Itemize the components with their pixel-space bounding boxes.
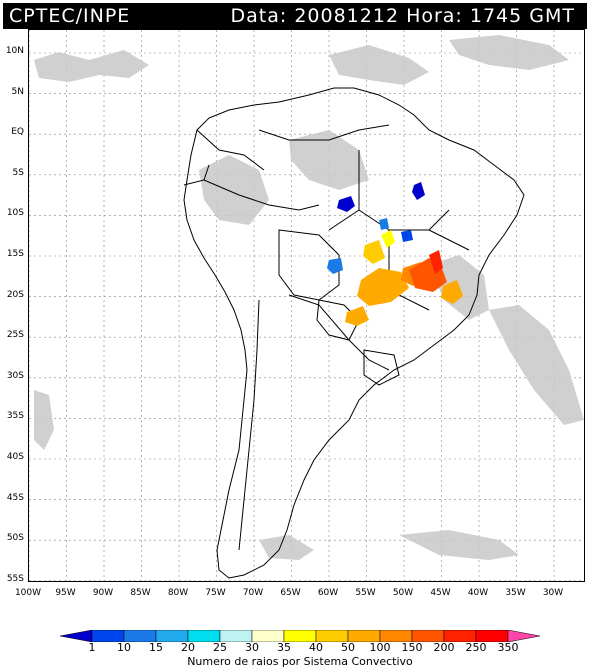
border-colombia	[196, 129, 265, 171]
colorbar-label: 25	[213, 641, 227, 654]
lon-label-30w: 30W	[542, 588, 564, 598]
convective-systems	[327, 182, 463, 326]
lon-label-100w: 100W	[14, 588, 42, 598]
convective-cell-11	[429, 250, 443, 274]
border-uruguay	[363, 349, 400, 386]
cloud-amazon-central	[289, 130, 369, 190]
convective-cell-5	[327, 258, 343, 274]
lat-label-55s: 55S	[6, 573, 24, 584]
colorbar-arrow-right	[507, 629, 541, 643]
cloud-far-south	[259, 535, 314, 560]
lon-label-95w: 95W	[55, 588, 76, 598]
convective-cell-6	[363, 240, 385, 264]
lon-label-80w: 80W	[167, 588, 189, 598]
map-frame	[28, 29, 585, 582]
border-peru-brazil	[203, 179, 320, 211]
colorbar-label: 100	[369, 641, 391, 654]
lat-label-5s: 5S	[12, 167, 24, 178]
colorbar-label: 50	[341, 641, 355, 654]
lat-label-15s: 15S	[6, 249, 24, 259]
lat-label-45s: 45S	[6, 492, 24, 503]
border-brazil-venezuela	[258, 124, 390, 141]
lon-label-75w: 75W	[205, 588, 226, 598]
lat-lon-grid	[29, 30, 584, 581]
border-bolivia	[278, 229, 340, 301]
cloud-north-east	[329, 45, 429, 85]
convective-cell-4	[401, 230, 413, 242]
convective-cell-3	[379, 218, 389, 230]
colorbar-label: 150	[401, 641, 423, 654]
colorbar-title: Numero de raios por Sistema Convectivo	[187, 655, 413, 668]
convective-cell-12	[441, 280, 463, 304]
lon-label-70w: 70W	[242, 588, 264, 598]
colorbar-label: 30	[245, 641, 259, 654]
colorbar-label: 350	[497, 641, 519, 654]
lat-label-10s: 10S	[6, 208, 24, 219]
lon-label-35w: 35W	[505, 588, 526, 598]
lat-label-35s: 35S	[6, 411, 24, 422]
lon-label-90w: 90W	[92, 588, 114, 598]
convective-cell-2	[412, 182, 425, 200]
colorbar-label: 35	[277, 641, 291, 654]
lon-label-45w: 45W	[430, 588, 451, 598]
colorbar-label: 200	[433, 641, 455, 654]
colorbar-label: 40	[309, 641, 323, 654]
lon-label-40w: 40W	[467, 588, 489, 598]
cloud-areas	[34, 35, 584, 560]
colorbar-svg	[59, 629, 541, 643]
border-ecuador	[183, 164, 210, 186]
lightning-colorbar	[59, 627, 541, 643]
cloud-atlantic-south	[489, 305, 584, 425]
cloud-south-atlantic	[399, 530, 519, 560]
cloud-amazon-west	[199, 155, 269, 225]
lon-label-50w: 50W	[392, 588, 414, 598]
convective-cell-13	[345, 306, 369, 326]
coastline-and-borders	[183, 87, 525, 579]
lat-label-30s: 30S	[6, 370, 24, 381]
source-label: CPTEC/INPE	[9, 5, 131, 27]
convective-cell-7	[381, 230, 395, 248]
lat-label-20s: 20S	[6, 289, 24, 300]
cloud-south-pacific	[34, 390, 54, 450]
colorbar-label: 20	[181, 641, 195, 654]
lat-label-10n: 10N	[5, 46, 24, 56]
colorbar-label: 10	[117, 641, 131, 654]
map-header-bar: CPTEC/INPE Data: 20081212 Hora: 1745 GMT	[3, 3, 587, 29]
lat-label-40s: 40S	[6, 452, 24, 462]
cloud-north	[34, 50, 149, 82]
lat-label-25s: 25S	[6, 330, 24, 341]
lon-label-65w: 65W	[280, 588, 301, 598]
convective-cell-1	[337, 196, 355, 212]
lon-label-55w: 55W	[355, 588, 376, 598]
convective-cell-8	[357, 268, 409, 306]
colorbar-arrow-left	[59, 629, 93, 643]
border-argentina-north	[288, 294, 390, 371]
lat-label-eq: EQ	[11, 127, 24, 138]
lon-label-85w: 85W	[130, 588, 151, 598]
date-time-label: Data: 20081212 Hora: 1745 GMT	[230, 5, 575, 27]
border-argentina-chile	[238, 299, 260, 551]
south-america-outline	[183, 87, 525, 579]
lon-label-60w: 60W	[317, 588, 339, 598]
cloud-ne-corner	[449, 35, 569, 70]
satellite-map	[29, 30, 584, 581]
colorbar-label: 15	[149, 641, 163, 654]
lat-label-50s: 50S	[6, 533, 24, 544]
colorbar-label: 250	[465, 641, 487, 654]
lat-label-5n: 5N	[11, 86, 24, 97]
colorbar-label: 1	[88, 641, 96, 654]
